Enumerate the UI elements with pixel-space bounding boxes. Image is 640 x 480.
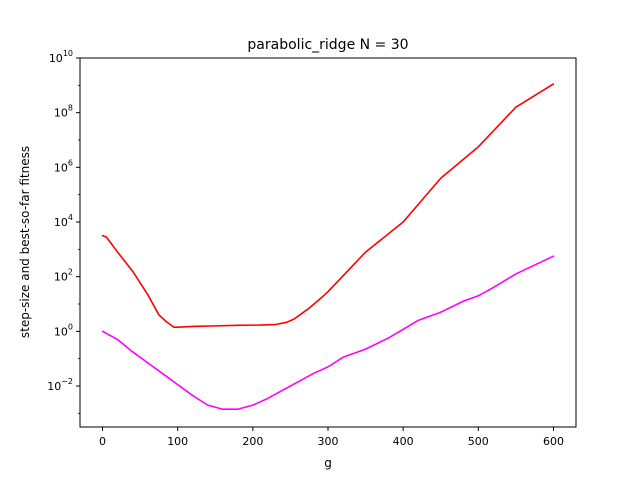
y-tick-label: 106 [54,158,73,174]
y-tick-label: 100 [54,322,73,338]
chart-title: parabolic_ridge N = 30 [247,37,408,53]
y-tick-label: 104 [54,213,73,229]
y-tick-label: 108 [54,104,73,120]
series-line-2 [101,255,555,411]
x-tick-label: 0 [99,435,106,448]
series-line-1 [101,83,555,329]
x-tick-label: 500 [468,435,489,448]
y-tick-label: 10−2 [47,377,73,393]
x-tick-label: 100 [167,435,188,448]
y-tick-label: 1010 [49,49,73,65]
x-tick-label: 600 [543,435,564,448]
x-tick-label: 300 [318,435,339,448]
y-axis-label: step-size and best-so-far fitness [18,146,32,338]
x-tick-label: 200 [242,435,263,448]
x-axis-label: g [324,456,332,470]
plot-area [101,83,555,411]
axes: 0 100 200 300 400 500 600 10−2 100 102 104 106 108 10… [47,49,577,448]
x-tick-label: 400 [393,435,414,448]
y-tick-label: 102 [54,268,73,284]
plot-frame [79,57,577,428]
